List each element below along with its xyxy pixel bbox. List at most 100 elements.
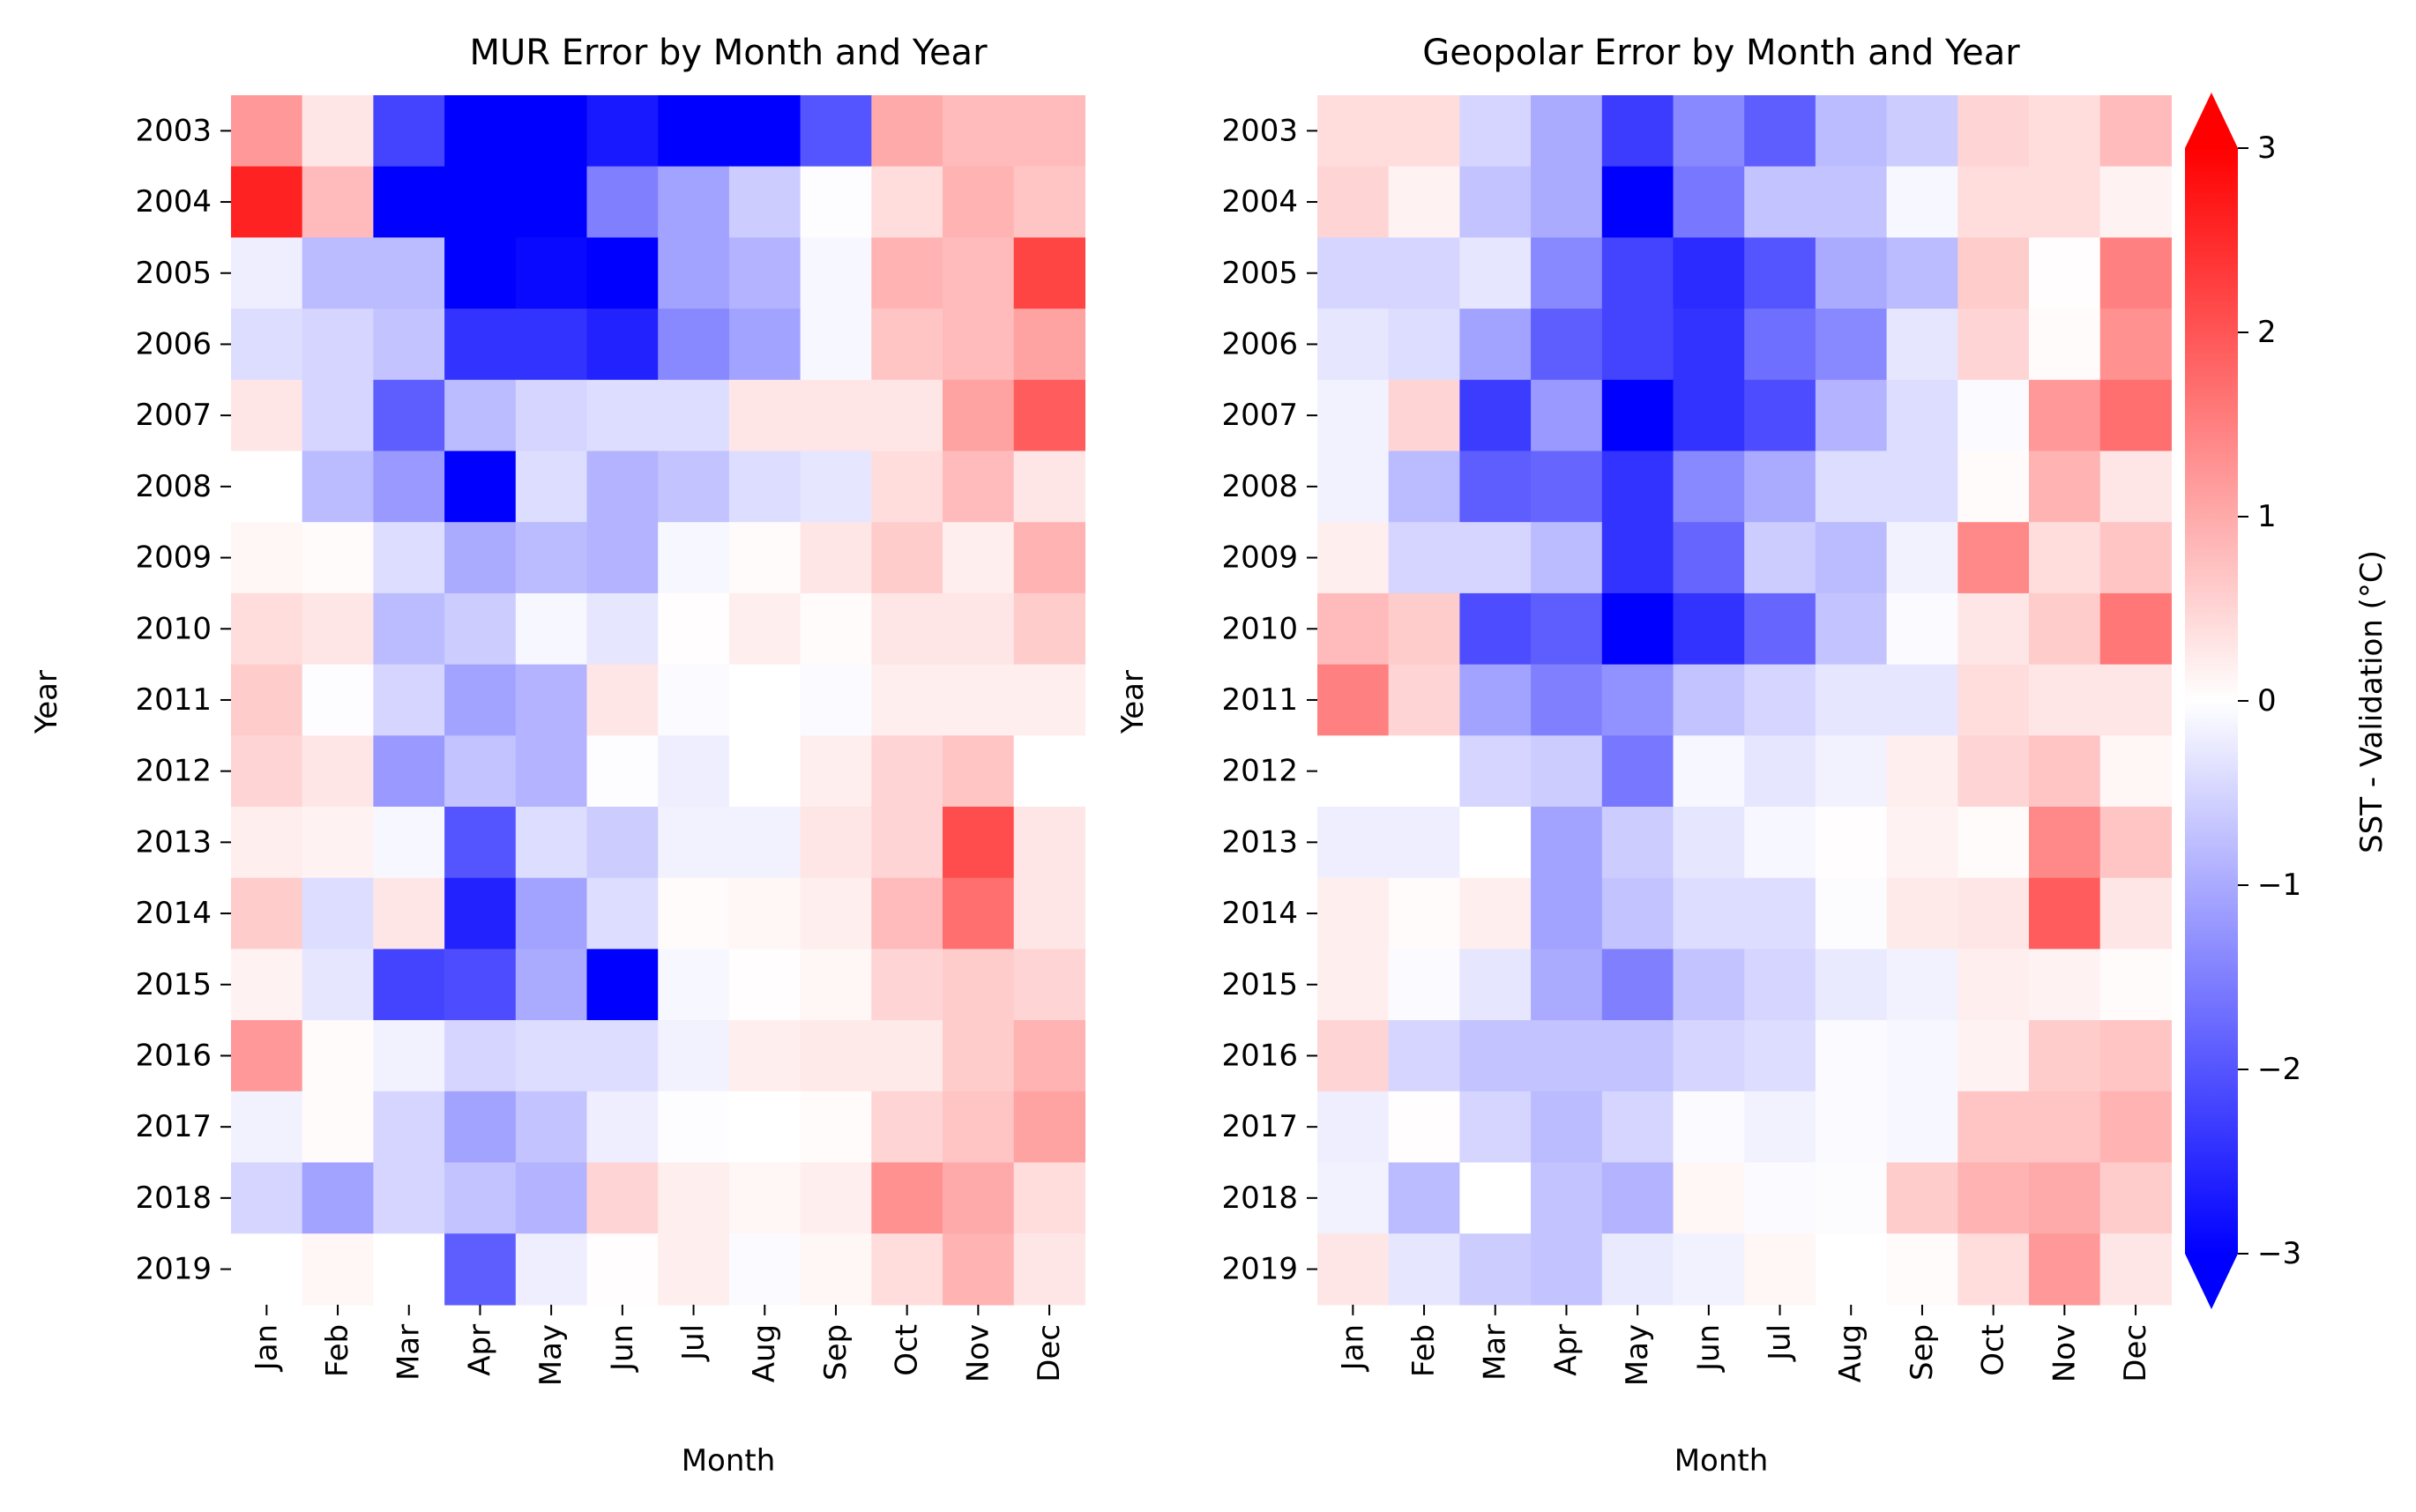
geopolar-heatmap-cell: [1673, 95, 1745, 168]
geopolar-heatmap-cell: [1886, 1162, 1958, 1234]
mur-year-tick-label: 2004: [135, 184, 212, 220]
mur-year-tick-label: 2017: [135, 1109, 212, 1144]
geopolar-heatmap-cell: [1459, 451, 1532, 523]
geopolar-heatmap-cell: [1886, 877, 1958, 950]
geopolar-heatmap-cell: [1957, 1233, 2030, 1306]
geopolar-month-tick-label: Sep: [1905, 1324, 1940, 1381]
geopolar-heatmap-cell: [1744, 949, 1816, 1021]
mur-heatmap-cell: [586, 166, 659, 238]
geopolar-heatmap-cell: [1815, 664, 1888, 736]
geopolar-heatmap-cell: [1886, 237, 1958, 309]
geopolar-heatmap-cell: [1886, 1233, 1958, 1306]
geopolar-heatmap-cell: [1459, 95, 1532, 168]
geopolar-heatmap-cell: [1815, 95, 1888, 168]
mur-heatmap-cell: [800, 379, 872, 452]
mur-heatmap-cell: [1013, 1162, 1085, 1234]
mur-year-tick-label: 2016: [135, 1038, 212, 1073]
mur-heatmap-cell: [444, 95, 517, 168]
geopolar-heatmap-cell: [1744, 807, 1816, 879]
colorbar-extend-max-arrow: [2185, 93, 2238, 148]
colorbar-ticks: 3 2 1 0 −1 −2 −3: [2238, 130, 2301, 1271]
geopolar-heatmap-cell: [1957, 949, 2030, 1021]
geopolar-heatmap-cell: [1673, 807, 1745, 879]
geopolar-heatmap-cell: [2099, 1091, 2172, 1164]
geopolar-x-axis-label: Month: [1674, 1443, 1769, 1478]
mur-heatmap-cell: [658, 1091, 730, 1164]
geopolar-heatmap-cell: [1388, 1162, 1460, 1234]
mur-month-tick-label: Nov: [960, 1324, 995, 1382]
mur-heatmap-cell: [800, 1091, 872, 1164]
geopolar-heatmap-cell: [1459, 309, 1532, 381]
mur-heatmap-cell: [943, 166, 1015, 238]
mur-heatmap-cell: [728, 522, 802, 594]
mur-heatmap-cell: [373, 1233, 445, 1306]
geopolar-heatmap-cell: [1957, 735, 2030, 808]
mur-heatmap-cell: [658, 1233, 730, 1306]
mur-heatmap-cell: [302, 877, 374, 950]
geopolar-heatmap-cell: [1815, 1091, 1888, 1164]
mur-heatmap-cell: [943, 1233, 1015, 1306]
geopolar-heatmap-cell: [1388, 1020, 1460, 1092]
geopolar-heatmap-cell: [1317, 877, 1390, 950]
mur-year-tick-label: 2006: [135, 326, 212, 361]
geopolar-heatmap-cell: [1744, 877, 1816, 950]
mur-heatmap-cell: [586, 1091, 659, 1164]
geopolar-heatmap-cell: [2029, 664, 2101, 736]
geopolar-heatmap-cell: [1744, 237, 1816, 309]
mur-heatmap-cell: [444, 1233, 517, 1306]
mur-heatmap-cell: [728, 1162, 802, 1234]
mur-heatmap-cell: [871, 592, 943, 666]
mur-heatmap-cell: [515, 379, 588, 452]
mur-heatmap-cell: [515, 1020, 588, 1092]
mur-heatmap-cell: [728, 807, 802, 879]
mur-heatmap-cell: [871, 949, 943, 1021]
geopolar-heatmap-cell: [2099, 807, 2172, 879]
geopolar-heatmap-cell: [1531, 877, 1603, 950]
geopolar-heatmap-cell: [1886, 522, 1958, 594]
mur-heatmap-cell: [1013, 379, 1085, 452]
geopolar-heatmap-cell: [1317, 735, 1390, 808]
geopolar-heatmap-cell: [2099, 1233, 2172, 1306]
mur-heatmap-cell: [515, 451, 588, 523]
mur-heatmap-cell: [800, 237, 872, 309]
mur-heatmap-cell: [444, 877, 517, 950]
mur-heatmap-cell: [1013, 877, 1085, 950]
mur-heatmap-cell: [515, 309, 588, 381]
mur-heatmap-cell: [302, 166, 374, 238]
mur-heatmap-cell: [231, 807, 303, 879]
mur-heatmap-cell: [444, 166, 517, 238]
colorbar-label: SST - Validation (°C): [2354, 550, 2390, 853]
colorbar-tick-label: 3: [2257, 130, 2277, 166]
mur-heatmap-cell: [1013, 1020, 1085, 1092]
geopolar-heatmap-cell: [1744, 664, 1816, 736]
geopolar-month-tick-label: Aug: [1833, 1324, 1868, 1382]
geopolar-heatmap-cell: [1459, 522, 1532, 594]
mur-heatmap-cell: [231, 949, 303, 1021]
geopolar-y-axis-label: Year: [1115, 670, 1151, 734]
mur-heatmap-cell: [373, 309, 445, 381]
geopolar-heatmap-cell: [2099, 877, 2172, 950]
geopolar-heatmap-cell: [1957, 807, 2030, 879]
colorbar-tick-label: −1: [2257, 868, 2301, 903]
mur-heatmap-cell: [515, 95, 588, 168]
mur-heatmap-cell: [658, 309, 730, 381]
mur-month-tick-label: Jan: [249, 1324, 284, 1372]
mur-heatmap-cell: [800, 592, 872, 666]
mur-heatmap-cell: [800, 807, 872, 879]
geopolar-heatmap-cell: [1388, 877, 1460, 950]
mur-heatmap-cell: [728, 379, 802, 452]
geopolar-heatmap-cell: [1531, 237, 1603, 309]
mur-heatmap-cell: [515, 522, 588, 594]
mur-heatmap-cell: [800, 735, 872, 808]
geopolar-heatmap-cell: [2029, 95, 2101, 168]
geopolar-heatmap-cell: [1601, 1233, 1674, 1306]
geopolar-heatmap-cell: [1317, 949, 1390, 1021]
mur-heatmap-cell: [231, 735, 303, 808]
geopolar-year-tick-label: 2004: [1221, 184, 1298, 220]
mur-heatmap-cell: [658, 522, 730, 594]
mur-heatmap-cell: [1013, 95, 1085, 168]
geopolar-heatmap-cell: [1459, 949, 1532, 1021]
mur-heatmap-cell: [658, 95, 730, 168]
geopolar-year-tick-label: 2015: [1221, 967, 1298, 1002]
mur-heatmap-cell: [515, 237, 588, 309]
